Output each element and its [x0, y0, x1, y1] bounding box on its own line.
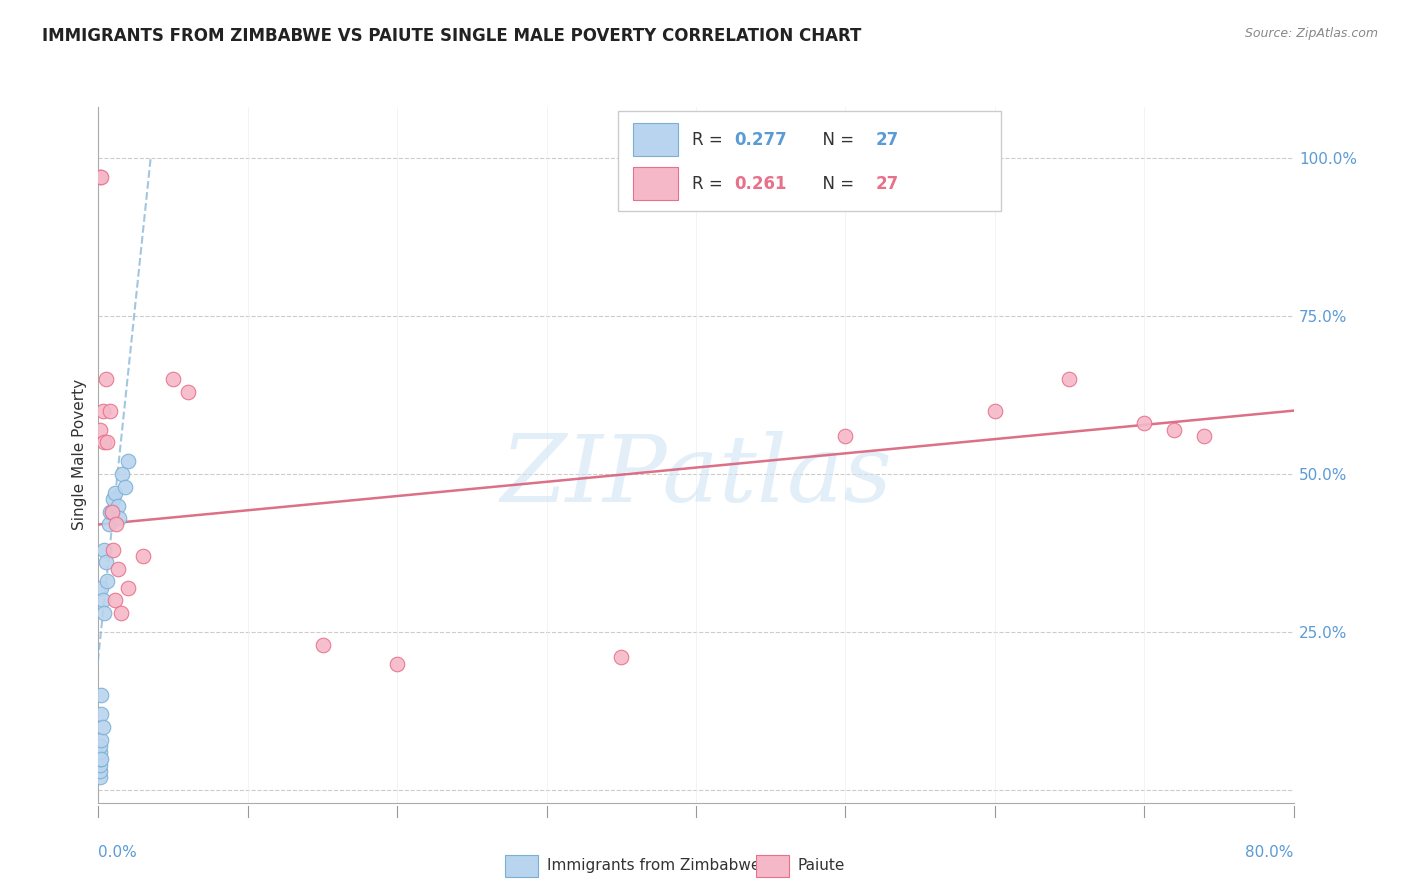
- Point: [1059, 372, 1081, 386]
- Point: [90, 732, 112, 747]
- Point: [89, 745, 111, 759]
- Point: [89, 751, 111, 765]
- Point: [162, 372, 184, 386]
- Text: 80.0%: 80.0%: [1246, 845, 1294, 860]
- Point: [107, 562, 129, 576]
- Point: [834, 429, 856, 443]
- Point: [132, 549, 155, 563]
- Point: [104, 486, 127, 500]
- Point: [103, 492, 125, 507]
- Point: [101, 505, 124, 519]
- FancyBboxPatch shape: [633, 167, 678, 201]
- Point: [117, 581, 139, 595]
- Point: [94, 556, 117, 570]
- Text: 0.261: 0.261: [734, 175, 787, 193]
- Text: Immigrants from Zimbabwe: Immigrants from Zimbabwe: [547, 858, 761, 873]
- Point: [89, 739, 111, 753]
- Point: [91, 403, 114, 417]
- Point: [101, 505, 124, 519]
- FancyBboxPatch shape: [505, 855, 538, 877]
- Point: [100, 505, 122, 519]
- Point: [96, 435, 118, 450]
- Point: [90, 169, 112, 184]
- Point: [89, 423, 111, 437]
- Point: [1133, 417, 1156, 431]
- Point: [89, 169, 111, 184]
- Point: [984, 403, 1007, 417]
- Point: [103, 542, 125, 557]
- Point: [105, 517, 128, 532]
- Point: [89, 771, 111, 785]
- Text: R =: R =: [692, 131, 728, 149]
- Point: [1192, 429, 1215, 443]
- Text: ZIPatlas: ZIPatlas: [501, 431, 891, 521]
- FancyBboxPatch shape: [633, 123, 678, 156]
- Point: [94, 372, 117, 386]
- Point: [117, 454, 139, 468]
- Text: 0.0%: 0.0%: [98, 845, 138, 860]
- Point: [93, 542, 115, 557]
- Point: [89, 764, 111, 779]
- Point: [104, 593, 127, 607]
- Text: 27: 27: [875, 175, 898, 193]
- Point: [108, 511, 131, 525]
- Point: [89, 757, 111, 772]
- Point: [93, 606, 115, 620]
- Text: IMMIGRANTS FROM ZIMBABWE VS PAIUTE SINGLE MALE POVERTY CORRELATION CHART: IMMIGRANTS FROM ZIMBABWE VS PAIUTE SINGL…: [42, 27, 862, 45]
- Point: [93, 435, 115, 450]
- Point: [90, 707, 112, 722]
- Text: Paiute: Paiute: [797, 858, 845, 873]
- Point: [177, 384, 200, 399]
- Text: N =: N =: [811, 131, 859, 149]
- Point: [111, 467, 134, 481]
- Point: [100, 403, 122, 417]
- Text: 0.277: 0.277: [734, 131, 787, 149]
- Text: Source: ZipAtlas.com: Source: ZipAtlas.com: [1244, 27, 1378, 40]
- Point: [91, 593, 114, 607]
- Point: [90, 751, 112, 765]
- Text: R =: R =: [692, 175, 728, 193]
- Point: [610, 650, 633, 665]
- Point: [311, 638, 333, 652]
- Point: [107, 499, 129, 513]
- Point: [385, 657, 409, 671]
- Point: [90, 581, 112, 595]
- Point: [1163, 423, 1185, 437]
- Text: N =: N =: [811, 175, 859, 193]
- Point: [97, 517, 120, 532]
- FancyBboxPatch shape: [756, 855, 789, 877]
- Point: [91, 720, 114, 734]
- Point: [90, 688, 112, 702]
- FancyBboxPatch shape: [619, 111, 1001, 211]
- Point: [114, 479, 136, 493]
- Text: 27: 27: [875, 131, 898, 149]
- Y-axis label: Single Male Poverty: Single Male Poverty: [72, 379, 87, 531]
- Point: [110, 606, 132, 620]
- Point: [96, 574, 118, 589]
